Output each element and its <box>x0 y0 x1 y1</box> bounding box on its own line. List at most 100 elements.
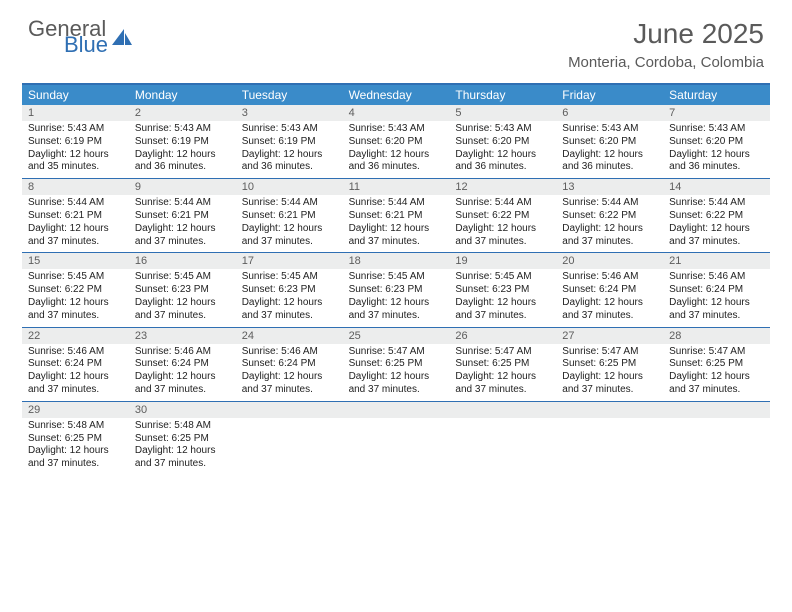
day-body <box>449 418 556 474</box>
title-block: June 2025 Monteria, Cordoba, Colombia <box>568 18 764 71</box>
daylight-text: Daylight: 12 hours and 37 minutes. <box>242 223 339 249</box>
day-number: 26 <box>449 328 556 344</box>
day-cell: 11Sunrise: 5:44 AMSunset: 6:21 PMDayligh… <box>343 179 450 252</box>
daylight-text: Daylight: 12 hours and 36 minutes. <box>135 149 232 175</box>
sunrise-text: Sunrise: 5:48 AM <box>135 420 232 433</box>
daylight-text: Daylight: 12 hours and 37 minutes. <box>669 223 766 249</box>
calendar: Sunday Monday Tuesday Wednesday Thursday… <box>22 83 770 475</box>
day-number: 24 <box>236 328 343 344</box>
daylight-text: Daylight: 12 hours and 37 minutes. <box>349 371 446 397</box>
sunset-text: Sunset: 6:25 PM <box>28 433 125 446</box>
day-number: 23 <box>129 328 236 344</box>
day-number: 11 <box>343 179 450 195</box>
day-cell: 27Sunrise: 5:47 AMSunset: 6:25 PMDayligh… <box>556 328 663 401</box>
day-number: 30 <box>129 402 236 418</box>
dow-saturday: Saturday <box>663 85 770 105</box>
day-cell: 23Sunrise: 5:46 AMSunset: 6:24 PMDayligh… <box>129 328 236 401</box>
sunrise-text: Sunrise: 5:47 AM <box>562 346 659 359</box>
day-body: Sunrise: 5:43 AMSunset: 6:20 PMDaylight:… <box>663 121 770 178</box>
day-number: 2 <box>129 105 236 121</box>
day-cell: 15Sunrise: 5:45 AMSunset: 6:22 PMDayligh… <box>22 253 129 326</box>
daylight-text: Daylight: 12 hours and 37 minutes. <box>28 297 125 323</box>
day-body: Sunrise: 5:46 AMSunset: 6:24 PMDaylight:… <box>22 344 129 401</box>
daylight-text: Daylight: 12 hours and 37 minutes. <box>349 297 446 323</box>
day-body: Sunrise: 5:44 AMSunset: 6:21 PMDaylight:… <box>129 195 236 252</box>
day-number: 27 <box>556 328 663 344</box>
sunset-text: Sunset: 6:22 PM <box>669 210 766 223</box>
day-cell: 3Sunrise: 5:43 AMSunset: 6:19 PMDaylight… <box>236 105 343 178</box>
daylight-text: Daylight: 12 hours and 37 minutes. <box>562 297 659 323</box>
day-body: Sunrise: 5:45 AMSunset: 6:23 PMDaylight:… <box>236 269 343 326</box>
day-body: Sunrise: 5:47 AMSunset: 6:25 PMDaylight:… <box>343 344 450 401</box>
sunset-text: Sunset: 6:25 PM <box>135 433 232 446</box>
week-row: 15Sunrise: 5:45 AMSunset: 6:22 PMDayligh… <box>22 253 770 327</box>
sunrise-text: Sunrise: 5:45 AM <box>242 271 339 284</box>
sunrise-text: Sunrise: 5:44 AM <box>562 197 659 210</box>
sunrise-text: Sunrise: 5:43 AM <box>28 123 125 136</box>
day-number: 20 <box>556 253 663 269</box>
sunset-text: Sunset: 6:20 PM <box>562 136 659 149</box>
sunset-text: Sunset: 6:23 PM <box>455 284 552 297</box>
sunrise-text: Sunrise: 5:45 AM <box>349 271 446 284</box>
day-number: 22 <box>22 328 129 344</box>
sunset-text: Sunset: 6:25 PM <box>562 358 659 371</box>
sunset-text: Sunset: 6:24 PM <box>135 358 232 371</box>
day-cell <box>663 402 770 475</box>
day-body: Sunrise: 5:45 AMSunset: 6:23 PMDaylight:… <box>129 269 236 326</box>
sunrise-text: Sunrise: 5:45 AM <box>135 271 232 284</box>
daylight-text: Daylight: 12 hours and 37 minutes. <box>28 223 125 249</box>
sunrise-text: Sunrise: 5:43 AM <box>242 123 339 136</box>
sunset-text: Sunset: 6:24 PM <box>242 358 339 371</box>
sunset-text: Sunset: 6:23 PM <box>349 284 446 297</box>
day-cell: 5Sunrise: 5:43 AMSunset: 6:20 PMDaylight… <box>449 105 556 178</box>
sunrise-text: Sunrise: 5:43 AM <box>562 123 659 136</box>
daylight-text: Daylight: 12 hours and 36 minutes. <box>669 149 766 175</box>
sunrise-text: Sunrise: 5:47 AM <box>455 346 552 359</box>
day-body: Sunrise: 5:43 AMSunset: 6:19 PMDaylight:… <box>129 121 236 178</box>
sunset-text: Sunset: 6:24 PM <box>562 284 659 297</box>
day-number: 8 <box>22 179 129 195</box>
sail-icon <box>110 27 134 47</box>
sunrise-text: Sunrise: 5:44 AM <box>669 197 766 210</box>
day-number: 21 <box>663 253 770 269</box>
daylight-text: Daylight: 12 hours and 36 minutes. <box>242 149 339 175</box>
day-number: 3 <box>236 105 343 121</box>
sunrise-text: Sunrise: 5:47 AM <box>669 346 766 359</box>
sunset-text: Sunset: 6:23 PM <box>135 284 232 297</box>
day-number: 9 <box>129 179 236 195</box>
day-body: Sunrise: 5:47 AMSunset: 6:25 PMDaylight:… <box>556 344 663 401</box>
day-body <box>556 418 663 474</box>
sunset-text: Sunset: 6:19 PM <box>28 136 125 149</box>
week-row: 22Sunrise: 5:46 AMSunset: 6:24 PMDayligh… <box>22 328 770 402</box>
dow-tuesday: Tuesday <box>236 85 343 105</box>
sunset-text: Sunset: 6:21 PM <box>349 210 446 223</box>
daylight-text: Daylight: 12 hours and 37 minutes. <box>28 445 125 471</box>
dow-sunday: Sunday <box>22 85 129 105</box>
day-body: Sunrise: 5:46 AMSunset: 6:24 PMDaylight:… <box>129 344 236 401</box>
day-cell: 29Sunrise: 5:48 AMSunset: 6:25 PMDayligh… <box>22 402 129 475</box>
day-body: Sunrise: 5:47 AMSunset: 6:25 PMDaylight:… <box>663 344 770 401</box>
daylight-text: Daylight: 12 hours and 37 minutes. <box>135 445 232 471</box>
sunset-text: Sunset: 6:25 PM <box>455 358 552 371</box>
sunset-text: Sunset: 6:20 PM <box>669 136 766 149</box>
daylight-text: Daylight: 12 hours and 37 minutes. <box>28 371 125 397</box>
sunrise-text: Sunrise: 5:46 AM <box>669 271 766 284</box>
sunset-text: Sunset: 6:25 PM <box>669 358 766 371</box>
day-number: 10 <box>236 179 343 195</box>
day-cell <box>236 402 343 475</box>
day-number: 7 <box>663 105 770 121</box>
sunset-text: Sunset: 6:25 PM <box>349 358 446 371</box>
day-body <box>343 418 450 474</box>
day-body: Sunrise: 5:44 AMSunset: 6:21 PMDaylight:… <box>236 195 343 252</box>
brand-blue: Blue <box>64 34 108 56</box>
daylight-text: Daylight: 12 hours and 37 minutes. <box>135 297 232 323</box>
day-cell: 12Sunrise: 5:44 AMSunset: 6:22 PMDayligh… <box>449 179 556 252</box>
sunset-text: Sunset: 6:19 PM <box>135 136 232 149</box>
daylight-text: Daylight: 12 hours and 37 minutes. <box>455 371 552 397</box>
sunset-text: Sunset: 6:24 PM <box>669 284 766 297</box>
day-body: Sunrise: 5:44 AMSunset: 6:22 PMDaylight:… <box>449 195 556 252</box>
sunrise-text: Sunrise: 5:44 AM <box>349 197 446 210</box>
day-number: 12 <box>449 179 556 195</box>
day-body: Sunrise: 5:44 AMSunset: 6:22 PMDaylight:… <box>556 195 663 252</box>
sunset-text: Sunset: 6:21 PM <box>135 210 232 223</box>
